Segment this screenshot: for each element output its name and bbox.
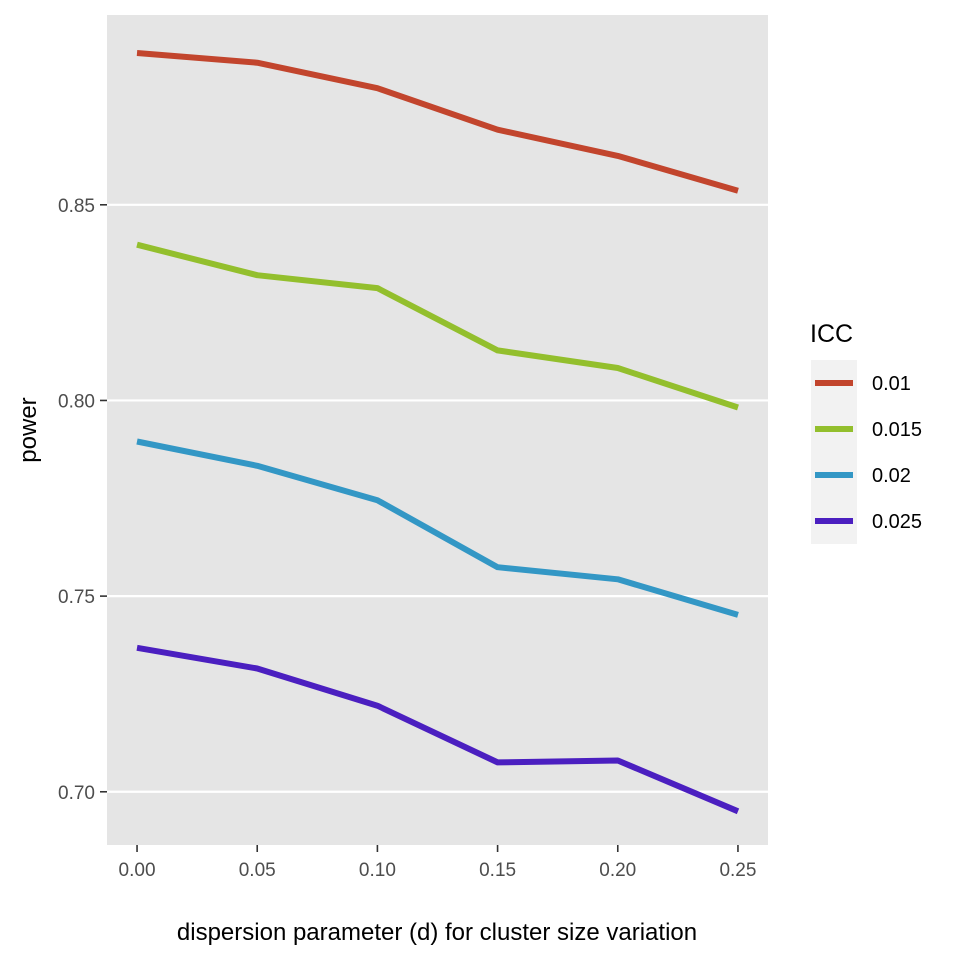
- y-axis-title: power: [15, 397, 42, 462]
- legend-keys-background: [811, 360, 857, 544]
- y-axis: 0.70 0.75 0.80 0.85: [58, 196, 107, 804]
- x-tick-label: 0.10: [359, 860, 396, 881]
- legend: ICC 0.01 0.015 0.02 0.025: [810, 320, 922, 544]
- gridlines: [107, 203, 768, 793]
- legend-label: 0.02: [872, 465, 911, 487]
- x-tick-label: 0.20: [599, 860, 636, 881]
- x-tick-label: 0.00: [119, 860, 156, 881]
- legend-label: 0.01: [872, 373, 911, 395]
- x-tick-label: 0.05: [239, 860, 276, 881]
- x-axis-title: dispersion parameter (d) for cluster siz…: [177, 919, 697, 946]
- series-lines: [136, 50, 740, 815]
- y-tick-label: 0.70: [58, 783, 95, 804]
- legend-items: 0.01 0.015 0.02 0.025: [815, 373, 922, 533]
- y-tick-label: 0.85: [58, 196, 95, 217]
- plot-panel: [107, 15, 768, 845]
- series-line-icc-0.02: [136, 438, 739, 618]
- x-axis: 0.00 0.05 0.10 0.15 0.20 0.25: [119, 845, 756, 881]
- legend-title: ICC: [810, 320, 853, 348]
- legend-label: 0.015: [872, 419, 922, 441]
- series-line-icc-0.025: [136, 644, 740, 815]
- legend-label: 0.025: [872, 511, 922, 533]
- x-tick-label: 0.25: [719, 860, 756, 881]
- x-tick-label: 0.15: [479, 860, 516, 881]
- y-tick-label: 0.80: [58, 391, 95, 412]
- series-line-icc-0.015: [136, 241, 739, 411]
- series-line-icc-0.01: [136, 50, 739, 194]
- y-tick-label: 0.75: [58, 587, 95, 608]
